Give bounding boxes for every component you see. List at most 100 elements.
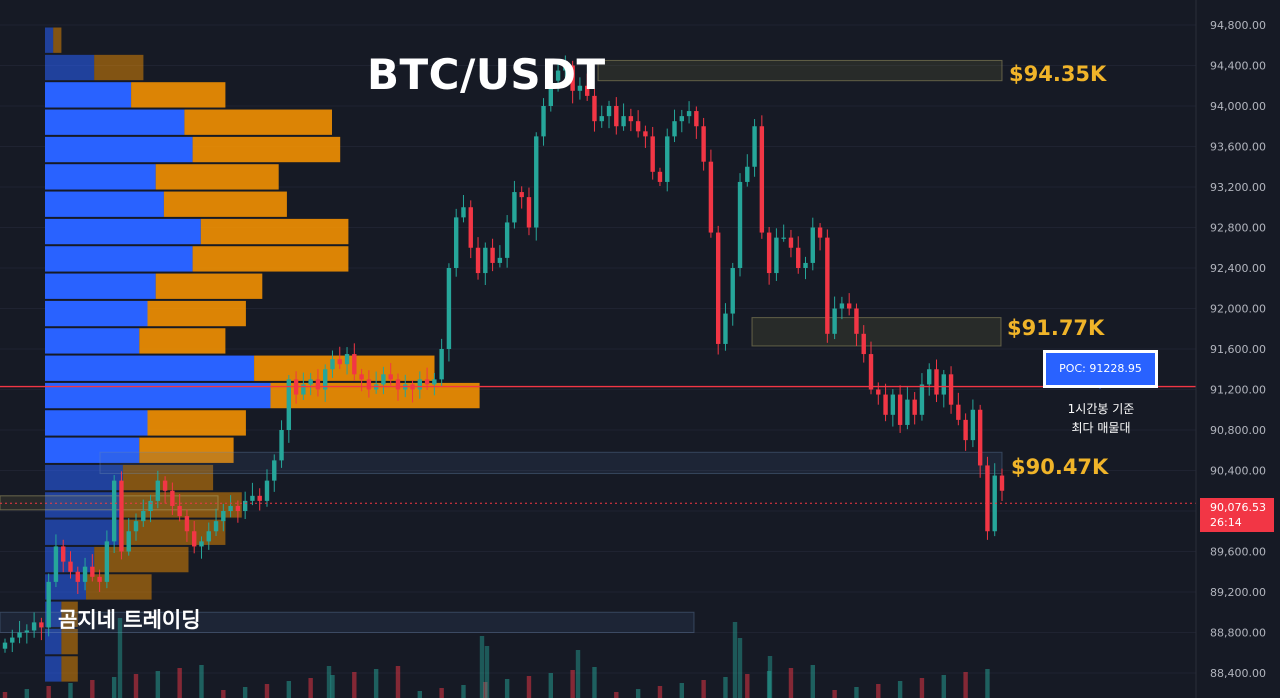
candle-body [119, 480, 124, 552]
candle-body [927, 369, 932, 385]
poc-badge[interactable]: POC: 91228.95 [1043, 350, 1158, 388]
candle-body [606, 106, 612, 117]
y-tick-label: 91,200.00 [1210, 384, 1266, 397]
candle-body [133, 521, 139, 532]
volume-bar [133, 674, 139, 698]
volume-bar [242, 687, 248, 698]
volume-bar [526, 676, 532, 698]
volume-profile-buy-bar [45, 164, 156, 190]
volume-bar [395, 666, 401, 698]
candle-body [2, 642, 8, 649]
candle-body [272, 460, 277, 481]
level-label-91k: $91.77K [1007, 316, 1105, 340]
volume-bar [24, 689, 30, 698]
volume-profile-buy-bar [45, 328, 140, 354]
candle-body [206, 531, 211, 542]
volume-profile-buy-bar [45, 109, 185, 135]
candle-body [366, 379, 372, 390]
candle-body [162, 480, 168, 491]
volume-profile-buy-bar [45, 82, 132, 108]
candle-body [584, 85, 590, 96]
candle-body [985, 465, 990, 532]
volume-profile-buy-bar [45, 492, 123, 518]
volume-bar [2, 692, 8, 698]
volume-profile-sell-bar [131, 82, 226, 108]
candle-body [897, 394, 903, 425]
y-tick-label: 91,600.00 [1210, 343, 1266, 356]
candle-body [592, 95, 597, 122]
candle-body [461, 207, 466, 218]
candle-body [519, 192, 524, 198]
volume-profile-buy-bar [45, 136, 193, 163]
candle-body [221, 511, 226, 522]
volume-profile-buy-bar [45, 656, 62, 682]
y-tick-label: 88,800.00 [1210, 627, 1266, 640]
volume-profile-sell-bar [147, 410, 246, 436]
volume-profile-sell-bar [61, 601, 78, 627]
volume-profile-sell-bar [139, 437, 234, 463]
candle-body [352, 354, 357, 375]
candle-body [723, 313, 728, 344]
price-zone-box [751, 317, 1002, 347]
candle-body [475, 247, 481, 274]
volume-bar [479, 636, 485, 698]
candle-body [446, 268, 452, 349]
y-tick-label: 88,400.00 [1210, 667, 1266, 680]
candle-body [68, 561, 73, 572]
volume-bar [264, 684, 270, 698]
candle-body [832, 308, 837, 334]
candle-body [177, 505, 182, 517]
candle-body [708, 161, 714, 233]
volume-bar [941, 675, 946, 698]
volume-profile-buy-bar [45, 191, 164, 217]
volume-profile-sell-bar [254, 355, 435, 381]
candle-body [242, 500, 248, 511]
candle-body [453, 217, 459, 268]
candle-body [359, 374, 364, 380]
level-label-90k: $90.47K [1011, 455, 1109, 479]
volume-profile-sell-bar [86, 574, 152, 600]
volume-bar [832, 690, 837, 698]
volume-profile-sell-bar [184, 109, 332, 135]
candle-body [264, 480, 270, 501]
candle-body [977, 409, 983, 466]
candle-body [424, 379, 430, 385]
candle-body [948, 374, 954, 405]
candle-body [126, 531, 131, 552]
candle-body [810, 227, 815, 263]
candle-body [745, 166, 750, 182]
volume-profile-buy-bar [45, 464, 123, 491]
candle-body [686, 111, 692, 117]
volume-profile-buy-bar [45, 355, 255, 381]
candle-body [555, 70, 561, 81]
volume-bar [417, 691, 423, 698]
candle-body [963, 419, 968, 441]
candle-body [104, 541, 110, 582]
volume-bar [701, 680, 706, 698]
volume-bar [723, 677, 728, 698]
candle-body [432, 379, 437, 385]
volume-profile-buy-bar [45, 437, 140, 463]
candle-body [90, 566, 95, 577]
candle-body [970, 409, 976, 441]
price-zone-box [597, 59, 1003, 82]
volume-bar [570, 670, 575, 698]
candle-body [854, 308, 859, 334]
candle-body [774, 237, 779, 274]
candle-body [344, 354, 350, 365]
candle-body [614, 106, 619, 127]
volume-bar [484, 646, 490, 698]
candle-body [497, 257, 503, 263]
candle-body [213, 521, 219, 532]
price-axis[interactable]: 94,800.00 94,400.00 94,000.00 93,600.00 93,2… [1195, 0, 1280, 698]
candle-body [999, 475, 1005, 491]
candle-body [228, 505, 233, 511]
candle-body [934, 369, 939, 395]
candle-body [672, 121, 677, 137]
annotation-line-1: 1시간봉 기준 [1067, 402, 1135, 416]
y-tick-label: 92,000.00 [1210, 303, 1266, 316]
volume-bar [46, 686, 51, 698]
candle-body [75, 571, 80, 582]
volume-bar [737, 638, 743, 698]
